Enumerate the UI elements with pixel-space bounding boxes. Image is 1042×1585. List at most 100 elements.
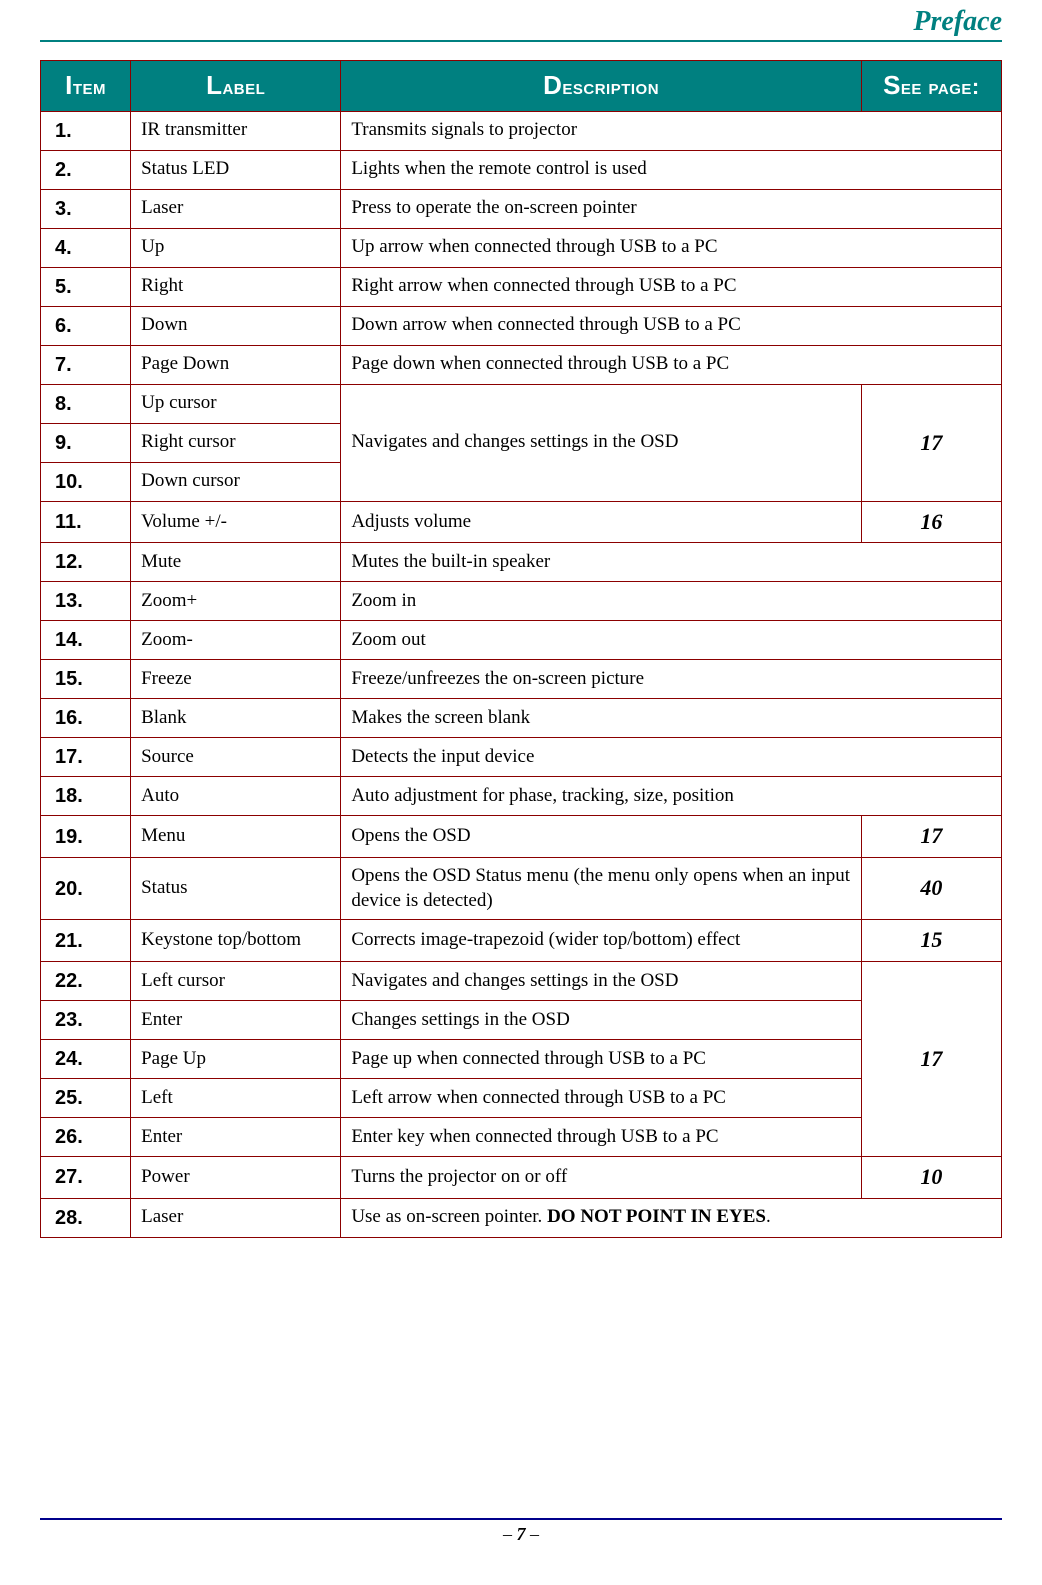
item-description: Corrects image-trapezoid (wider top/bott…: [341, 920, 862, 962]
page-header: Preface: [40, 0, 1002, 42]
reference-table: Item Label Description See page: 1.IR tr…: [40, 60, 1002, 1238]
table-row: 16.BlankMakes the screen blank: [41, 699, 1002, 738]
item-number: 16.: [41, 699, 131, 738]
item-label: Laser: [131, 189, 341, 228]
item-number: 17.: [41, 738, 131, 777]
table-row: 7.Page DownPage down when connected thro…: [41, 345, 1002, 384]
item-number: 10.: [41, 462, 131, 501]
item-label: Left cursor: [131, 961, 341, 1000]
item-number: 5.: [41, 267, 131, 306]
col-header-label: Label: [131, 61, 341, 112]
item-label: Left: [131, 1078, 341, 1117]
item-number: 24.: [41, 1039, 131, 1078]
item-label: Keystone top/bottom: [131, 920, 341, 962]
col-header-item: Item: [41, 61, 131, 112]
table-row: 4.UpUp arrow when connected through USB …: [41, 228, 1002, 267]
item-description: Auto adjustment for phase, tracking, siz…: [341, 777, 1002, 816]
item-number: 11.: [41, 501, 131, 543]
item-number: 25.: [41, 1078, 131, 1117]
item-label: Up: [131, 228, 341, 267]
item-description: Freeze/unfreezes the on-screen picture: [341, 660, 1002, 699]
table-row: 20.StatusOpens the OSD Status menu (the …: [41, 857, 1002, 919]
item-label: Status LED: [131, 150, 341, 189]
table-row: 27.PowerTurns the projector on or off10: [41, 1156, 1002, 1198]
item-description: Zoom out: [341, 621, 1002, 660]
item-label: IR transmitter: [131, 111, 341, 150]
table-row: 2.Status LEDLights when the remote contr…: [41, 150, 1002, 189]
item-label: Freeze: [131, 660, 341, 699]
table-row: 1.IR transmitterTransmits signals to pro…: [41, 111, 1002, 150]
item-number: 15.: [41, 660, 131, 699]
item-description: Detects the input device: [341, 738, 1002, 777]
item-number: 3.: [41, 189, 131, 228]
item-label: Right: [131, 267, 341, 306]
item-number: 7.: [41, 345, 131, 384]
item-number: 4.: [41, 228, 131, 267]
table-row: 18.AutoAuto adjustment for phase, tracki…: [41, 777, 1002, 816]
footer-page-number: – 7 –: [503, 1524, 539, 1544]
item-number: 23.: [41, 1000, 131, 1039]
item-number: 20.: [41, 857, 131, 919]
item-number: 8.: [41, 384, 131, 423]
item-number: 6.: [41, 306, 131, 345]
item-number: 12.: [41, 543, 131, 582]
table-row: 22.Left cursorNavigates and changes sett…: [41, 961, 1002, 1000]
table-row: 13.Zoom+Zoom in: [41, 582, 1002, 621]
item-number: 27.: [41, 1156, 131, 1198]
item-label: Status: [131, 857, 341, 919]
item-description: Left arrow when connected through USB to…: [341, 1078, 862, 1117]
item-label: Zoom-: [131, 621, 341, 660]
table-row: 24.Page UpPage up when connected through…: [41, 1039, 1002, 1078]
table-row: 17.SourceDetects the input device: [41, 738, 1002, 777]
item-description: Navigates and changes settings in the OS…: [341, 961, 862, 1000]
item-description: Transmits signals to projector: [341, 111, 1002, 150]
item-label: Menu: [131, 816, 341, 858]
see-page: 40: [861, 857, 1001, 919]
table-row: 6.DownDown arrow when connected through …: [41, 306, 1002, 345]
table-row: 15.FreezeFreeze/unfreezes the on-screen …: [41, 660, 1002, 699]
item-description: Use as on-screen pointer. DO NOT POINT I…: [341, 1198, 1002, 1237]
item-label: Enter: [131, 1117, 341, 1156]
see-page: 15: [861, 920, 1001, 962]
table-header-row: Item Label Description See page:: [41, 61, 1002, 112]
table-row: 14.Zoom-Zoom out: [41, 621, 1002, 660]
item-description: Makes the screen blank: [341, 699, 1002, 738]
item-description: Navigates and changes settings in the OS…: [341, 384, 862, 501]
item-number: 19.: [41, 816, 131, 858]
table-row: 11.Volume +/-Adjusts volume16: [41, 501, 1002, 543]
see-page: 16: [861, 501, 1001, 543]
see-page: 17: [861, 384, 1001, 501]
table-row: 21.Keystone top/bottomCorrects image-tra…: [41, 920, 1002, 962]
table-row: 26.EnterEnter key when connected through…: [41, 1117, 1002, 1156]
item-description: Page up when connected through USB to a …: [341, 1039, 862, 1078]
item-label: Right cursor: [131, 423, 341, 462]
item-description: Enter key when connected through USB to …: [341, 1117, 862, 1156]
item-description: Opens the OSD: [341, 816, 862, 858]
item-number: 14.: [41, 621, 131, 660]
item-description: Adjusts volume: [341, 501, 862, 543]
see-page: 17: [861, 961, 1001, 1156]
table-row: 23.EnterChanges settings in the OSD: [41, 1000, 1002, 1039]
table-row: 3.LaserPress to operate the on-screen po…: [41, 189, 1002, 228]
item-label: Down cursor: [131, 462, 341, 501]
table-row: 5.RightRight arrow when connected throug…: [41, 267, 1002, 306]
item-number: 28.: [41, 1198, 131, 1237]
item-label: Page Down: [131, 345, 341, 384]
item-label: Mute: [131, 543, 341, 582]
item-description: Zoom in: [341, 582, 1002, 621]
item-label: Auto: [131, 777, 341, 816]
item-number: 21.: [41, 920, 131, 962]
item-label: Page Up: [131, 1039, 341, 1078]
table-row: 19.MenuOpens the OSD17: [41, 816, 1002, 858]
item-description: Changes settings in the OSD: [341, 1000, 862, 1039]
item-label: Blank: [131, 699, 341, 738]
item-number: 18.: [41, 777, 131, 816]
item-description: Down arrow when connected through USB to…: [341, 306, 1002, 345]
item-label: Laser: [131, 1198, 341, 1237]
table-row: 28.LaserUse as on-screen pointer. DO NOT…: [41, 1198, 1002, 1237]
see-page: 10: [861, 1156, 1001, 1198]
item-description: Mutes the built-in speaker: [341, 543, 1002, 582]
item-description: Opens the OSD Status menu (the menu only…: [341, 857, 862, 919]
table-row: 12.MuteMutes the built-in speaker: [41, 543, 1002, 582]
col-header-description: Description: [341, 61, 862, 112]
